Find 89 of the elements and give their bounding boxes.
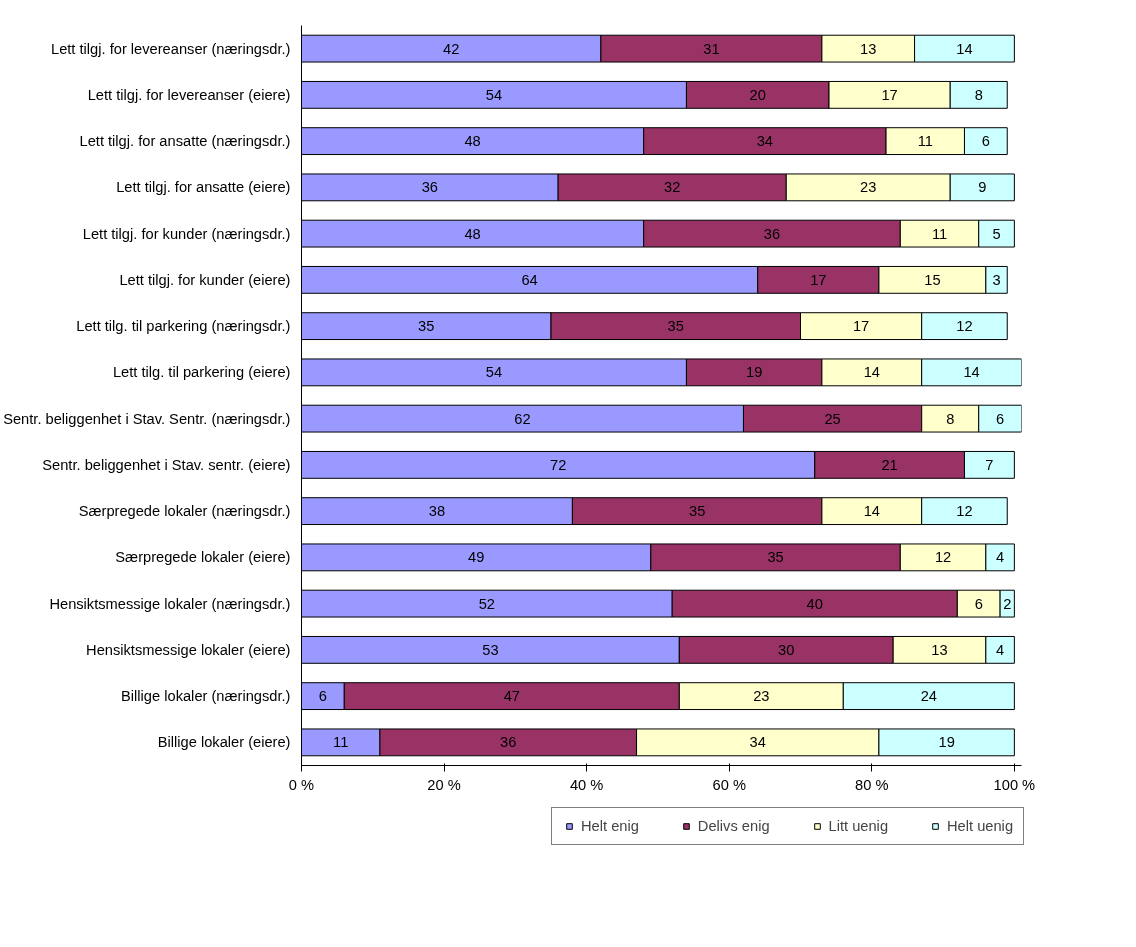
data-label: 14 — [956, 40, 973, 57]
y-tick-label: Særpregede lokaler (næringsdr.) — [78, 503, 291, 520]
data-label: 13 — [860, 40, 877, 57]
data-label: 64 — [521, 271, 538, 288]
data-label: 14 — [863, 364, 880, 381]
data-label: 35 — [688, 503, 706, 520]
data-label: 11 — [917, 133, 933, 150]
data-label: 12 — [956, 318, 973, 335]
x-tick-label: 40 % — [569, 776, 604, 793]
data-label: 47 — [503, 688, 520, 705]
data-label: 6 — [974, 595, 983, 612]
data-label: 34 — [749, 734, 766, 751]
data-label: 2 — [1003, 595, 1012, 612]
data-label: 24 — [920, 688, 937, 705]
legend-label: Helt enig — [581, 818, 639, 834]
data-label: 54 — [485, 86, 503, 103]
data-label: 19 — [746, 364, 763, 381]
legend-label: Delivs enig — [697, 818, 770, 834]
data-label: 17 — [881, 86, 898, 103]
data-label: 21 — [881, 456, 898, 473]
data-label: 62 — [514, 410, 531, 427]
data-label: 6 — [996, 410, 1005, 427]
data-label: 36 — [763, 225, 781, 242]
data-label: 48 — [464, 133, 481, 150]
data-label: 23 — [753, 688, 770, 705]
y-tick-label: Billige lokaler (eiere) — [157, 734, 291, 751]
y-tick-label: Lett tilgj. for ansatte (næringsdr.) — [79, 133, 291, 150]
data-label: 17 — [810, 271, 827, 288]
y-tick-label: Lett tilgj. for levereanser (eiere) — [87, 86, 291, 103]
legend-label: Litt uenig — [828, 818, 889, 834]
data-label: 35 — [767, 549, 784, 566]
data-label: 34 — [756, 133, 774, 150]
data-label: 20 — [749, 86, 766, 103]
data-label: 32 — [664, 179, 681, 196]
y-tick-label: Billige lokaler (næringsdr.) — [121, 688, 291, 705]
data-label: 42 — [443, 40, 460, 57]
data-label: 13 — [931, 641, 948, 658]
data-label: 53 — [482, 641, 499, 658]
data-label: 14 — [863, 503, 880, 520]
data-label: 36 — [421, 179, 438, 196]
data-label: 23 — [860, 179, 877, 196]
data-label: 9 — [978, 179, 987, 196]
data-label: 5 — [992, 225, 1001, 242]
data-label: 52 — [478, 595, 496, 612]
data-label: 49 — [468, 549, 485, 566]
data-label: 4 — [996, 549, 1005, 566]
data-label: 12 — [934, 549, 952, 566]
y-tick-label: Lett tilgj. for levereanser (næringsdr.) — [51, 40, 291, 57]
y-tick-label: Særpregede lokaler (eiere) — [115, 549, 291, 566]
data-label: 15 — [924, 271, 941, 288]
x-tick-label: 60 % — [712, 776, 746, 793]
data-label: 8 — [974, 86, 983, 103]
y-tick-label: Lett tilg. til parkering (næringsdr.) — [76, 318, 291, 335]
y-tick-label: Hensiktsmessige lokaler (eiere) — [86, 641, 291, 658]
y-tick-label: Lett tilgj. for kunder (næringsdr.) — [82, 225, 291, 242]
data-label: 11 — [931, 225, 948, 242]
data-label: 36 — [500, 734, 517, 751]
data-label: 14 — [963, 364, 980, 381]
data-label: 38 — [428, 503, 446, 520]
x-tick-label: 100 % — [993, 776, 1036, 793]
data-label: 6 — [981, 133, 990, 150]
data-label: 11 — [333, 734, 349, 751]
data-label: 7 — [985, 456, 994, 473]
x-tick-label: 80 % — [855, 776, 889, 793]
data-label: 72 — [549, 456, 567, 473]
y-tick-label: Sentr. beliggenhet i Stav. sentr. (eiere) — [42, 456, 291, 473]
data-label: 8 — [946, 410, 955, 427]
data-label: 6 — [318, 688, 327, 705]
data-label: 54 — [485, 364, 503, 381]
x-tick-label: 0 % — [288, 776, 315, 793]
data-label: 12 — [956, 503, 973, 520]
y-tick-label: Sentr. beliggenhet i Stav. Sentr. (næringsdr.) — [3, 410, 291, 427]
data-label: 31 — [703, 40, 720, 57]
data-label: 17 — [852, 318, 870, 335]
data-label: 4 — [996, 641, 1005, 658]
data-label: 48 — [464, 225, 481, 242]
data-label: 35 — [418, 318, 435, 335]
y-tick-label: Hensiktsmessige lokaler (næringsdr.) — [49, 595, 291, 612]
data-label: 3 — [992, 271, 1001, 288]
data-label: 30 — [778, 641, 795, 658]
x-tick-label: 20 % — [427, 776, 461, 793]
data-label: 19 — [938, 734, 955, 751]
data-label: 25 — [824, 410, 841, 427]
y-tick-label: Lett tilgj. for kunder (eiere) — [119, 271, 291, 288]
data-label: 40 — [806, 595, 823, 612]
legend-label: Helt uenig — [947, 818, 1014, 834]
y-tick-label: Lett tilgj. for ansatte (eiere) — [116, 179, 291, 196]
data-label: 35 — [667, 318, 684, 335]
y-tick-label: Lett tilg. til parkering (eiere) — [112, 364, 291, 381]
